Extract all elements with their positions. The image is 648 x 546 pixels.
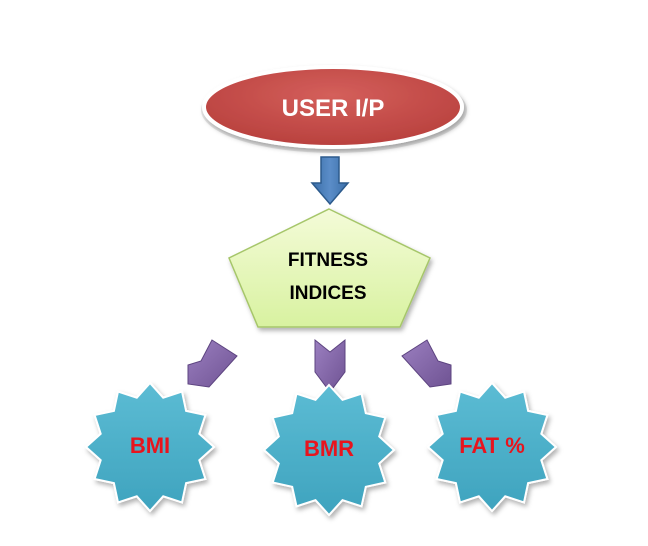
output-fat-percent-node: FAT % [426,381,558,513]
user-input-node: USER I/P [201,65,467,153]
down-arrow [310,156,350,206]
fat-percent-starburst [426,381,558,513]
bmr-starburst [262,383,396,517]
right-chevron-arrow [401,339,452,388]
bmi-label: BMI [130,433,170,458]
output-bmr-node: BMR [262,383,396,517]
bmr-label: BMR [304,436,354,461]
fitness-indices-node: FITNESS INDICES [228,208,431,328]
center-chevron-arrow [314,338,346,393]
bmi-starburst [84,381,216,513]
fitness-indices-label-line2: INDICES [289,283,366,304]
user-input-oval-fill [202,65,464,149]
fitness-indices-pentagon [228,208,431,328]
left-chevron-arrow [187,339,238,388]
fitness-indices-label-line1: FITNESS [288,250,368,271]
down-arrow-icon [310,156,350,206]
output-bmi-node: BMI [84,381,216,513]
fat-percent-label: FAT % [459,433,525,458]
user-input-label: USER I/P [282,95,385,122]
right-chevron-icon [401,339,452,388]
center-chevron-icon [314,338,346,393]
left-chevron-icon [187,339,238,388]
